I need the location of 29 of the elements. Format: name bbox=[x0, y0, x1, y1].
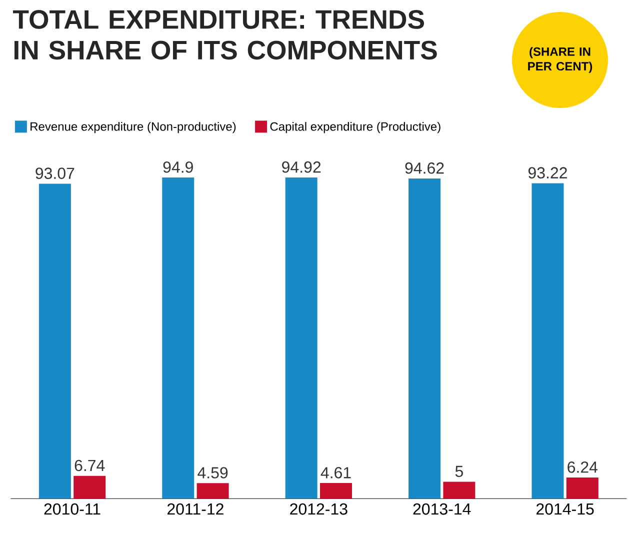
x-tick-label: 2012-13 bbox=[290, 503, 348, 515]
data-label: 4.61 bbox=[320, 466, 351, 478]
legend-label: Capital expenditure (Productive) bbox=[270, 122, 440, 133]
legend-label: Revenue expenditure (Non-productive) bbox=[30, 122, 236, 133]
data-label: 4.59 bbox=[198, 466, 228, 478]
data-label: 5 bbox=[455, 466, 463, 477]
bar bbox=[74, 476, 106, 499]
x-tick-label: 2014-15 bbox=[536, 503, 594, 515]
bar bbox=[443, 482, 476, 499]
bar bbox=[532, 183, 564, 499]
chart-title: TOTAL EXPENDITURE: TRENDS IN SHARE OF ITS COMPONENTS bbox=[13, 10, 437, 60]
x-tick-label: 2010-11 bbox=[44, 503, 100, 515]
data-label: 94.92 bbox=[282, 161, 321, 173]
bar bbox=[566, 477, 598, 499]
bar bbox=[162, 177, 194, 499]
bar bbox=[38, 184, 71, 499]
data-label: 93.22 bbox=[528, 167, 567, 178]
data-label: 6.24 bbox=[568, 461, 598, 473]
bar bbox=[285, 177, 318, 499]
text: (SHARE IN PER CENT) bbox=[528, 46, 592, 73]
x-tick-label: 2011-12 bbox=[167, 503, 224, 515]
data-label: 6.74 bbox=[74, 460, 105, 471]
data-label: 94.62 bbox=[405, 162, 444, 174]
bar bbox=[408, 178, 441, 499]
x-tick-label: 2013-14 bbox=[413, 503, 471, 515]
bar bbox=[320, 482, 352, 499]
bar bbox=[196, 482, 229, 499]
data-label: 93.07 bbox=[36, 168, 74, 179]
data-label: 94.9 bbox=[163, 161, 193, 173]
